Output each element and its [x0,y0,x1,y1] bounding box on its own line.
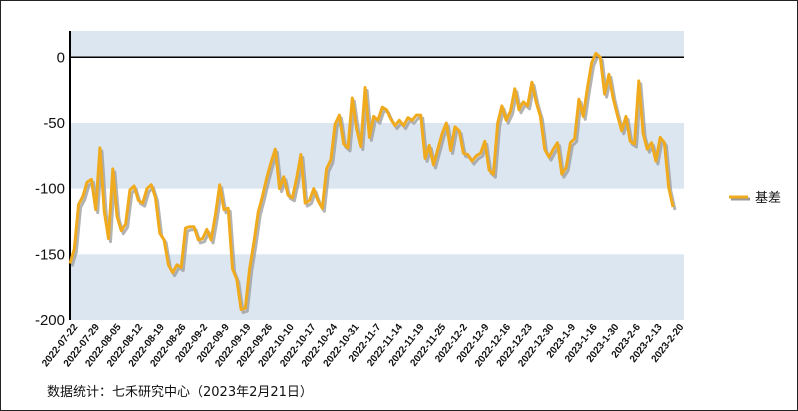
y-tick-label: -200 [35,312,65,329]
y-tick-label: -100 [35,181,65,198]
grid-band [70,254,684,320]
x-axis-ticks: 2022-07-222022-07-292022-08-052022-08-12… [40,322,686,369]
y-axis-ticks: 0 -50 -100 -150 -200 [35,31,684,329]
y-tick-label: -50 [43,115,65,132]
legend-label: 基差 [755,191,781,206]
y-tick-label: -150 [35,246,65,263]
legend: 基差 [729,191,781,206]
y-tick-label: 0 [57,49,65,66]
series-line [68,51,675,311]
background-bands [70,31,684,320]
source-note: 数据统计：七禾研究中心（2023年2月21日） [47,385,313,400]
grid-band [70,31,684,58]
grid-band [70,122,684,189]
plot-area [68,51,677,314]
